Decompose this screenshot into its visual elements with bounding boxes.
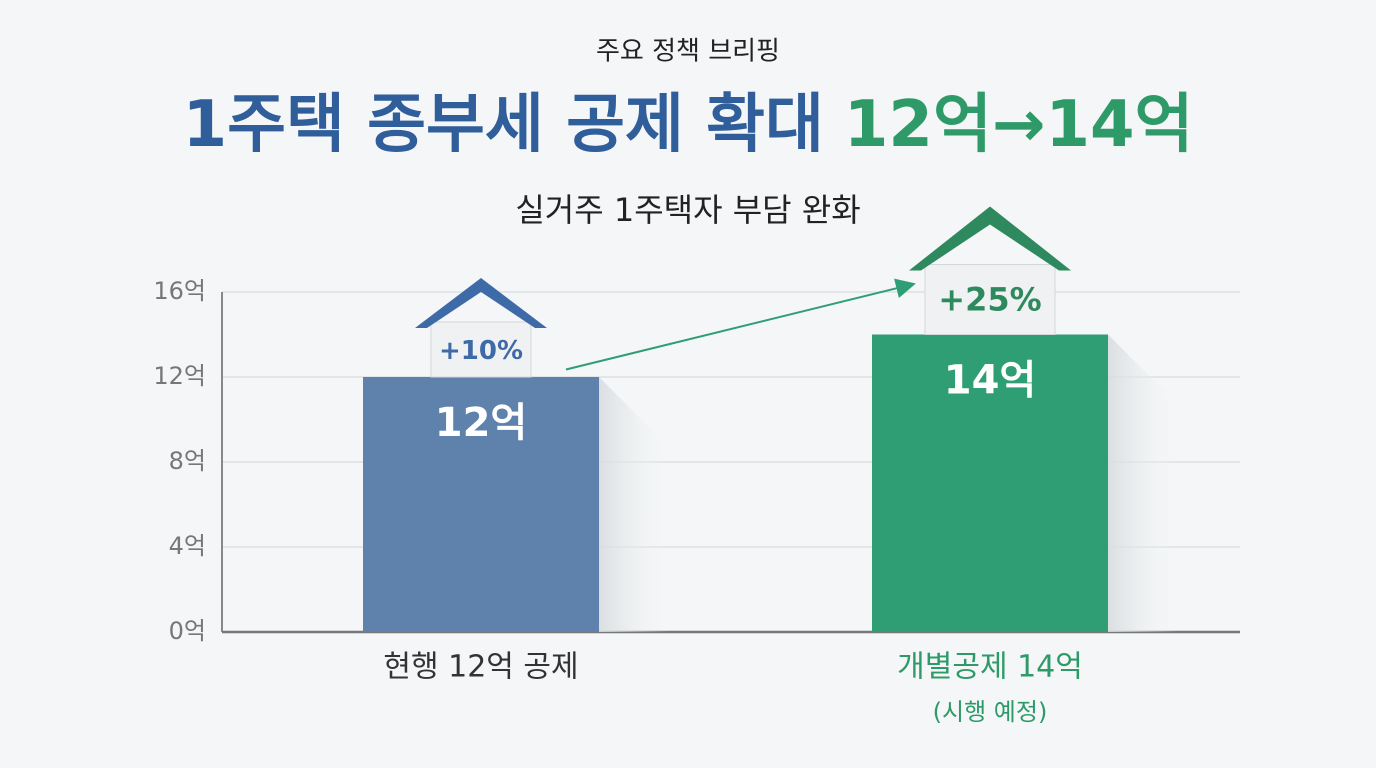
bar bbox=[872, 334, 1108, 632]
y-tick-label: 0억 bbox=[169, 617, 206, 645]
subtitle: 실거주 1주택자 부담 완화 bbox=[515, 191, 860, 229]
y-tick-label: 12억 bbox=[153, 362, 206, 390]
value-label: 12억 bbox=[435, 400, 527, 446]
x-tick-note: (시행 예정) bbox=[933, 698, 1048, 726]
title-main: 1주택 종부세 공제 확대 bbox=[183, 88, 824, 162]
trend-arrow bbox=[565, 278, 916, 371]
x-tick-label: 개별공제 14억 bbox=[897, 650, 1083, 685]
bar bbox=[363, 377, 599, 632]
house-roof bbox=[415, 278, 547, 328]
house-annotation: +25% bbox=[938, 281, 1041, 319]
y-tick-label: 4억 bbox=[169, 532, 206, 560]
chart-title: 1주택 종부세 공제 확대 12억→14억 bbox=[183, 88, 1194, 162]
bar-shadow bbox=[1108, 334, 1178, 632]
value-label: 14억 bbox=[944, 358, 1036, 404]
house-body bbox=[924, 264, 1056, 335]
house-roof bbox=[909, 206, 1071, 271]
title-highlight: 12억→14억 bbox=[844, 88, 1194, 162]
y-tick-label: 8억 bbox=[169, 447, 206, 475]
y-tick-label: 16억 bbox=[153, 277, 206, 305]
house-body bbox=[430, 321, 532, 378]
bar-shadow bbox=[599, 377, 669, 632]
x-tick-label: 현행 12억 공제 bbox=[383, 650, 578, 685]
supertitle: 주요 정책 브리핑 bbox=[596, 37, 780, 67]
plot-area: 0억 4억 8억 12억 16억 12억 +10% 현행 12억 공제 14억 +25% 개별공제 … bbox=[153, 206, 1240, 726]
house-annotation: +10% bbox=[439, 336, 523, 366]
